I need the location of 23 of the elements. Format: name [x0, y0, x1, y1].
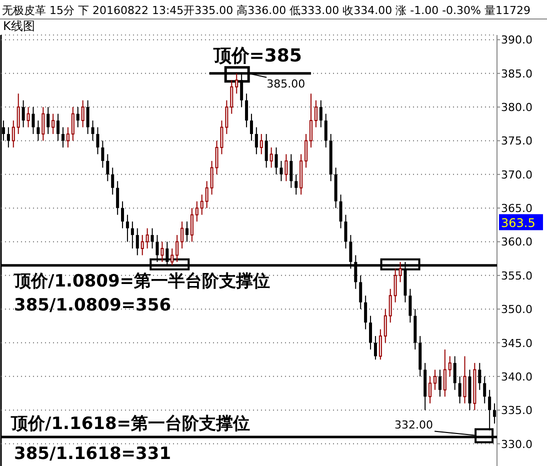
y-tick-label: 380.0	[501, 101, 532, 114]
annotation: 顶价/1.0809=第一半台阶支撑位	[13, 271, 270, 292]
y-tick-label: 390.0	[501, 34, 532, 47]
y-tick-label: 355.0	[501, 269, 532, 282]
annotation: 385/1.1618=331	[14, 444, 172, 464]
annotation: 顶价/1.1618=第一台阶支撑位	[10, 414, 250, 434]
chart-title: 无极皮革 15分 下 20160822 13:45开335.00 高336.00 低333.00 收334.00 涨 -1.00 -0.30% 量11729	[2, 4, 530, 17]
annotation: 332.00	[394, 418, 434, 432]
y-tick-label: 345.0	[501, 336, 532, 350]
y-tick-label: 360.0	[501, 236, 532, 249]
annotation: 385/1.0809=356	[14, 295, 172, 316]
y-tick-label: 385.0	[501, 67, 532, 80]
y-tick-label: 340.0	[501, 370, 532, 384]
y-tick-label: 375.0	[501, 134, 532, 148]
y-tick-label: 335.0	[501, 404, 532, 418]
y-tick-label: 370.0	[501, 168, 532, 182]
y-tick-label: 350.0	[501, 303, 532, 316]
chart-subtitle: K线图	[3, 19, 35, 33]
y-tick-label: 330.0	[501, 438, 532, 451]
y-tick-label: 365.0	[501, 202, 532, 216]
text: 363.5	[501, 216, 536, 230]
annotation: 385.00	[266, 77, 306, 90]
ref-line-label: 顶价=385	[212, 45, 302, 66]
